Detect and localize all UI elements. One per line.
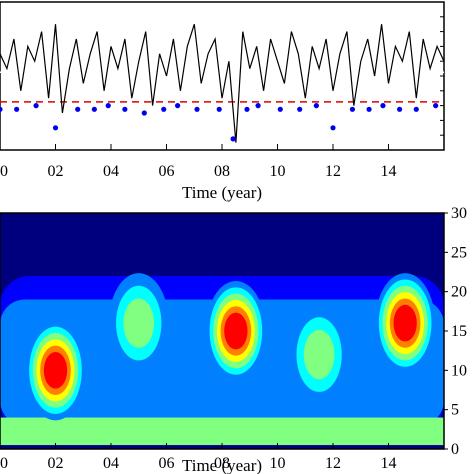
minimum-marker <box>75 106 81 112</box>
bottom-wavelet-panel: 00 02 04 06 08 10 12 14 0 5 10 15 20 25 30 Time (year… <box>0 205 467 474</box>
bottom-x-tick-label: 14 <box>381 455 397 472</box>
top-x-tick-label: 08 <box>214 163 230 180</box>
bottom-x-tick-label: 12 <box>325 455 341 472</box>
minimum-marker <box>161 106 167 112</box>
minimum-marker <box>230 136 236 142</box>
top-plot-area <box>0 1 445 151</box>
minimum-marker <box>433 103 439 109</box>
heatmap-band <box>0 417 444 446</box>
top-x-tick-label: 14 <box>381 163 397 180</box>
heatmap-contour <box>224 312 248 350</box>
minimum-marker <box>380 103 386 109</box>
bottom-x-tick-label: 10 <box>270 455 286 472</box>
heatmap-contour <box>123 298 155 348</box>
minimum-marker <box>122 106 128 112</box>
top-plot-marks <box>0 24 445 143</box>
minimum-marker <box>413 106 419 112</box>
minimum-marker <box>33 103 39 109</box>
heatmap-contour <box>43 352 68 389</box>
bottom-y-tick-label: 10 <box>451 362 467 379</box>
top-x-axis-title: Time (year) <box>182 183 262 202</box>
bottom-y-tick-label: 0 <box>451 441 459 458</box>
top-x-tick-label: 02 <box>48 163 64 180</box>
minimum-marker <box>141 110 147 116</box>
bottom-y-ticks: 0 5 10 15 20 25 30 <box>444 205 467 458</box>
minimum-marker <box>175 103 181 109</box>
bottom-y-tick-label: 30 <box>451 205 467 222</box>
minimum-marker <box>105 103 111 109</box>
top-x-tick-label: 12 <box>325 163 341 180</box>
bottom-x-tick-label: 02 <box>48 455 64 472</box>
bottom-y-tick-label: 20 <box>451 284 467 301</box>
minimum-marker <box>244 106 250 112</box>
minimum-marker <box>0 106 3 112</box>
bottom-x-ticks: 00 02 04 06 08 10 12 14 <box>0 443 397 472</box>
top-x-tick-label: 10 <box>270 163 286 180</box>
bottom-x-tick-label: 06 <box>159 455 175 472</box>
top-x-tick-label: 06 <box>159 163 175 180</box>
heatmap-contour <box>393 304 417 342</box>
bottom-x-axis-title: Time (year) <box>182 456 262 474</box>
minimum-marker <box>297 106 303 112</box>
top-time-series-panel: 00 02 04 06 08 10 12 14 Time (year) <box>0 1 445 202</box>
heatmap-contour <box>303 329 335 380</box>
minimum-marker <box>313 103 319 109</box>
wavelet-spectrum-heatmap <box>0 213 444 449</box>
bottom-y-tick-label: 15 <box>451 323 467 340</box>
minimum-marker <box>397 106 403 112</box>
bottom-y-tick-label: 25 <box>451 244 467 261</box>
minimum-marker <box>277 106 283 112</box>
minimum-marker <box>52 125 59 131</box>
top-x-tick-label: 00 <box>0 163 8 180</box>
minimum-marker <box>14 106 20 112</box>
minimum-marker <box>366 106 372 112</box>
minimum-marker <box>255 103 261 109</box>
bottom-x-tick-label: 00 <box>0 455 8 472</box>
bottom-y-tick-label: 5 <box>451 402 459 419</box>
bottom-x-tick-label: 08 <box>214 455 230 472</box>
minimum-marker <box>349 106 356 112</box>
minimum-marker <box>194 106 200 112</box>
top-x-ticks: 00 02 04 06 08 10 12 14 <box>0 1 444 180</box>
top-x-tick-label: 04 <box>103 163 119 180</box>
minimum-marker <box>216 106 222 112</box>
bottom-x-tick-label: 04 <box>103 455 119 472</box>
minimum-marker <box>330 125 336 131</box>
minimum-marker <box>91 106 97 112</box>
series-line-0 <box>0 24 445 143</box>
